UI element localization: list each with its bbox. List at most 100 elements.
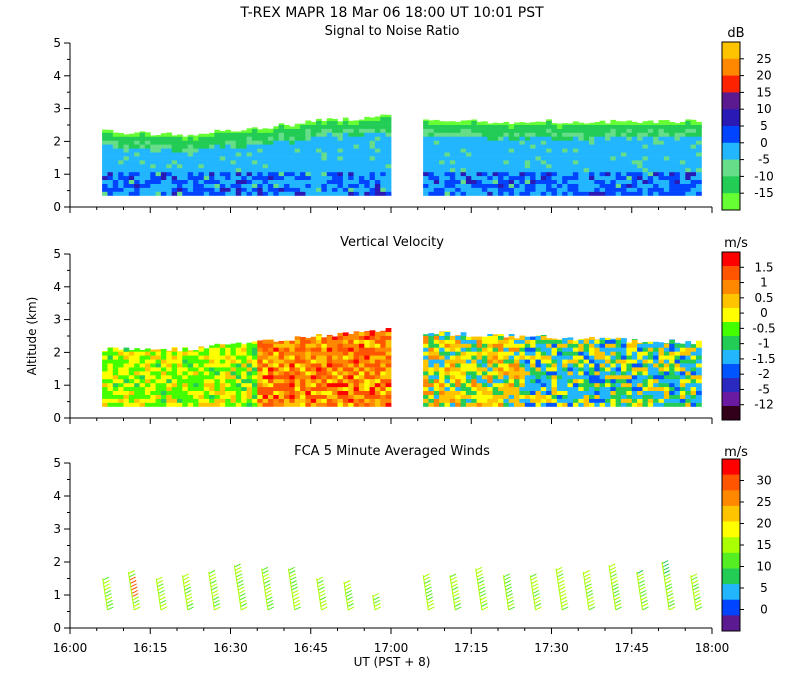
heatmap-cell <box>144 132 151 137</box>
heatmap-cell <box>160 179 167 184</box>
heatmap-cell <box>332 160 338 165</box>
heatmap-cell <box>289 398 296 403</box>
heatmap-cell <box>642 183 649 188</box>
heatmap-cell <box>300 390 306 395</box>
heatmap-cell <box>455 363 461 368</box>
heatmap-cell <box>439 351 445 356</box>
heatmap-cell <box>209 394 215 399</box>
heatmap-cell <box>674 187 681 192</box>
heatmap-cell <box>214 160 221 165</box>
heatmap-cell <box>487 339 494 344</box>
heatmap-cell <box>380 136 387 141</box>
heatmap-cell <box>562 124 568 129</box>
heatmap-cell <box>685 136 692 141</box>
heatmap-cell <box>358 343 365 348</box>
heatmap-cell <box>647 375 654 380</box>
heatmap-cell <box>294 382 301 388</box>
wind-barb <box>347 603 354 607</box>
heatmap-cell <box>514 390 520 395</box>
wind-barb <box>449 573 457 578</box>
heatmap-cell <box>508 367 515 372</box>
heatmap-cell <box>610 339 617 344</box>
heatmap-cell <box>524 355 531 360</box>
heatmap-cell <box>257 359 264 364</box>
heatmap-cell <box>182 152 189 157</box>
heatmap-cell <box>257 156 264 161</box>
heatmap-cell <box>305 347 312 352</box>
heatmap-cell <box>594 398 601 403</box>
heatmap-cell <box>578 128 585 133</box>
heatmap-cell <box>449 390 456 395</box>
heatmap-cell <box>316 359 322 364</box>
heatmap-cell <box>546 398 552 403</box>
wind-barb <box>133 603 140 607</box>
y-tick-label: 5 <box>53 36 61 50</box>
heatmap-cell <box>444 359 451 364</box>
heatmap-cell <box>150 371 157 376</box>
heatmap-cell <box>353 124 360 129</box>
heatmap-cell <box>594 171 601 177</box>
heatmap-cell <box>230 390 237 395</box>
heatmap-cell <box>556 394 563 399</box>
heatmap-cell <box>583 379 590 384</box>
heatmap-cell <box>540 367 547 372</box>
heatmap-cell <box>337 132 344 137</box>
heatmap-cell <box>492 390 499 395</box>
heatmap-cell <box>546 338 552 340</box>
wind-barb <box>664 576 671 581</box>
wind-barb <box>212 593 219 598</box>
heatmap-cell <box>621 386 627 391</box>
heatmap-cell <box>300 128 306 133</box>
heatmap-cell <box>524 164 531 169</box>
heatmap-cell <box>112 359 119 364</box>
heatmap-cell <box>166 394 173 399</box>
heatmap-cell <box>605 144 611 149</box>
heatmap-cell <box>332 375 338 380</box>
heatmap-cell <box>139 187 146 192</box>
heatmap-cell <box>663 386 670 391</box>
heatmap-cell <box>439 343 445 348</box>
heatmap-cell <box>546 191 552 196</box>
heatmap-cell <box>219 132 226 137</box>
heatmap-cell <box>342 355 349 360</box>
heatmap-cell <box>642 398 649 403</box>
heatmap-cell <box>300 367 306 372</box>
heatmap-cell <box>444 351 451 356</box>
heatmap-cell <box>166 164 173 169</box>
heatmap-cell <box>498 371 504 376</box>
heatmap-cell <box>219 168 226 173</box>
heatmap-cell <box>139 132 146 137</box>
heatmap-cell <box>198 191 205 196</box>
heatmap-cell <box>535 398 542 403</box>
heatmap-cell <box>118 379 124 384</box>
heatmap-cell <box>679 140 686 145</box>
heatmap-cell <box>139 179 146 184</box>
heatmap-cell <box>439 183 445 188</box>
heatmap-cell <box>214 371 221 376</box>
heatmap-cell <box>380 351 387 356</box>
heatmap-cell <box>112 187 119 192</box>
heatmap-cell <box>556 156 563 161</box>
heatmap-cell <box>182 164 189 169</box>
heatmap-cell <box>433 334 440 336</box>
heatmap-cell <box>487 382 494 388</box>
heatmap-cell <box>658 120 665 122</box>
heatmap-cell <box>177 355 183 360</box>
heatmap-cell <box>342 351 349 356</box>
heatmap-cell <box>519 371 526 376</box>
heatmap-cell <box>653 148 659 153</box>
heatmap-cell <box>476 152 483 157</box>
colorbar-label: 10 <box>756 102 771 116</box>
heatmap-cell <box>508 379 515 384</box>
heatmap-cell <box>123 175 130 180</box>
heatmap-cell <box>631 355 638 360</box>
heatmap-cell <box>257 371 264 376</box>
heatmap-cell <box>444 124 451 129</box>
heatmap-cell <box>337 339 344 344</box>
heatmap-cell <box>567 183 574 188</box>
heatmap-cell <box>589 191 595 196</box>
heatmap-cell <box>562 386 568 391</box>
heatmap-cell <box>230 343 237 348</box>
heatmap-cell <box>524 398 531 403</box>
heatmap-cell <box>642 128 649 133</box>
